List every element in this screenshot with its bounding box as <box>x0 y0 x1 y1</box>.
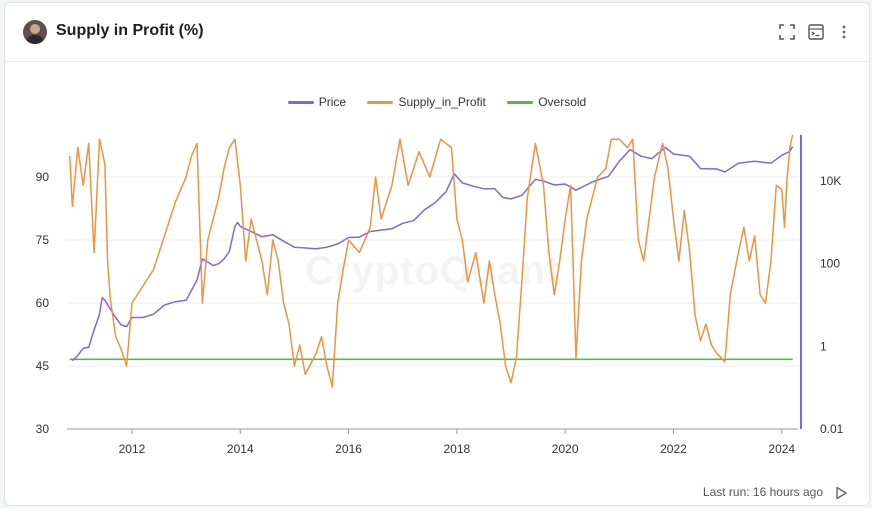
avatar-body <box>26 35 44 44</box>
last-run-status: Last run: 16 hours ago <box>702 485 823 499</box>
y-left-tick-label: 45 <box>36 359 50 373</box>
legend-swatch-price <box>287 101 314 105</box>
legend-swatch-supply-in-profit <box>367 101 394 105</box>
avatar-head <box>30 24 40 34</box>
fullscreen-icon[interactable] <box>778 23 796 41</box>
chart-title: Supply in Profit (%) <box>56 22 204 39</box>
legend-item-price[interactable]: Price <box>287 95 347 109</box>
x-tick-label: 2012 <box>119 442 146 456</box>
y-left-tick-label: 60 <box>36 296 50 310</box>
y-right-tick-label: 10K <box>820 174 841 188</box>
watermark: CryptoQuant <box>305 249 560 294</box>
legend-label-supply-in-profit: Supply_in_Profit <box>398 95 486 109</box>
x-tick-label: 2024 <box>768 442 795 456</box>
chart-legend: Price Supply_in_Profit Oversold <box>5 95 869 109</box>
chart-card: Supply in Profit (%) Price Supply_in_Pro… <box>4 2 870 506</box>
series-line-price <box>71 146 794 362</box>
legend-label-oversold: Oversold <box>538 95 587 109</box>
chart-plot: 30 45 60 75 90 0.01 1 100 10K 2012 2014 2016 2018 202… <box>36 134 844 456</box>
y-left-tick-label: 75 <box>36 233 50 247</box>
x-tick-label: 2022 <box>660 442 687 456</box>
author-avatar[interactable] <box>23 20 47 44</box>
x-tick-label: 2014 <box>227 442 254 456</box>
series-line-supply-in-profit <box>68 134 794 388</box>
y-left-tick-label: 90 <box>36 170 50 184</box>
y-right-tick-label: 0.01 <box>820 422 844 436</box>
run-play-icon[interactable] <box>833 485 849 501</box>
legend-item-oversold[interactable]: Oversold <box>507 95 586 109</box>
x-tick-label: 2016 <box>335 442 362 456</box>
legend-item-supply-in-profit[interactable]: Supply_in_Profit <box>367 95 486 109</box>
card-header: Supply in Profit (%) <box>5 3 869 62</box>
legend-label-price: Price <box>318 95 347 109</box>
legend-swatch-oversold <box>507 101 534 105</box>
y-right-tick-label: 1 <box>820 339 827 353</box>
more-vertical-icon[interactable] <box>835 23 853 41</box>
x-tick-label: 2020 <box>552 442 579 456</box>
y-right-tick-label: 100 <box>820 257 840 271</box>
y-left-tick-label: 30 <box>36 422 50 436</box>
terminal-icon[interactable] <box>807 23 825 41</box>
x-tick-label: 2018 <box>444 442 471 456</box>
